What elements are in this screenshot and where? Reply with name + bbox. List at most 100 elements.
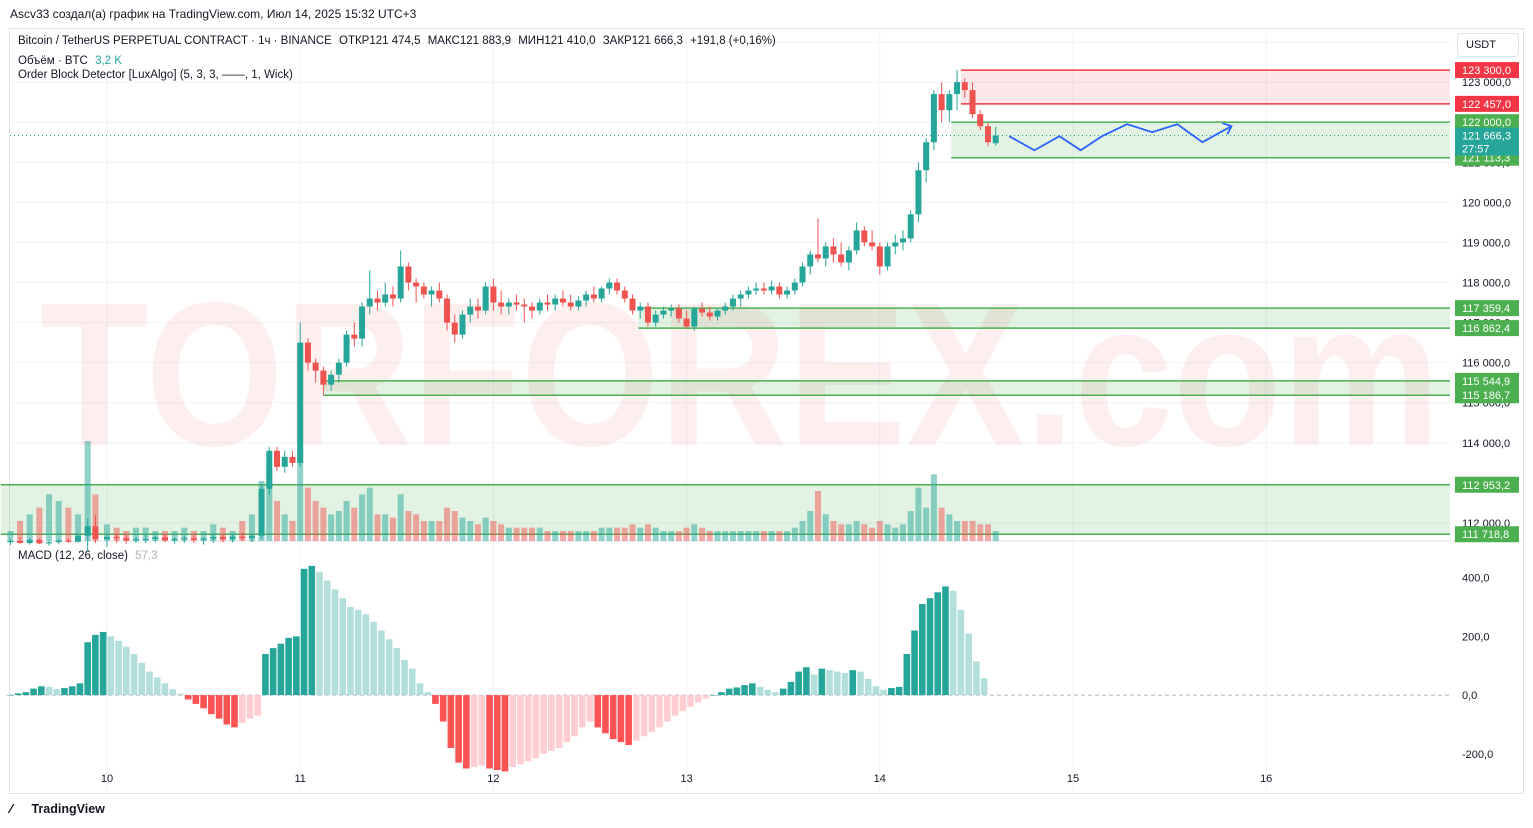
candle-body bbox=[629, 298, 636, 311]
volume-bar bbox=[239, 521, 246, 541]
volume-bar bbox=[899, 524, 906, 541]
macd-label[interactable]: MACD (12, 26, close) bbox=[18, 550, 128, 562]
currency-unit-selector[interactable]: USDT bbox=[1457, 33, 1519, 57]
tradingview-logo[interactable]: ⁄⁄ TradingView bbox=[10, 802, 105, 816]
macd-histogram-bar bbox=[702, 695, 710, 699]
volume-bar bbox=[907, 511, 914, 541]
candle-body bbox=[405, 266, 412, 283]
price-level-label: 121 113,3 bbox=[1462, 153, 1510, 165]
volume-bar bbox=[675, 531, 682, 541]
candle-body bbox=[132, 539, 139, 541]
volume-bar bbox=[845, 524, 852, 541]
volume-bar bbox=[699, 527, 706, 541]
volume-legend: Объём · BTC 3,2 K bbox=[18, 55, 126, 67]
volume-bar bbox=[753, 531, 760, 541]
legend-change: +191,8 (+0,16%) bbox=[690, 35, 776, 47]
macd-value: 57,3 bbox=[135, 550, 158, 562]
candle-body bbox=[729, 298, 736, 307]
price-tick-label: 116 000,0 bbox=[1462, 358, 1510, 370]
macd-histogram-bar bbox=[895, 686, 903, 696]
volume-bar bbox=[961, 521, 968, 541]
volume-bar bbox=[142, 527, 149, 541]
macd-histogram-bar bbox=[903, 653, 911, 696]
candle-body bbox=[142, 538, 149, 540]
candle-body bbox=[861, 230, 868, 243]
time-tick-label: 15 bbox=[1067, 773, 1079, 785]
candle-body bbox=[606, 282, 613, 289]
macd-histogram-bar bbox=[640, 695, 648, 737]
macd-histogram-bar bbox=[38, 686, 45, 696]
candle-body bbox=[977, 114, 984, 127]
volume-bar bbox=[84, 441, 91, 541]
price-level-badge bbox=[1455, 476, 1519, 493]
candle-body bbox=[320, 370, 327, 385]
macd-histogram-bar bbox=[269, 648, 277, 696]
candle-body bbox=[459, 314, 466, 335]
bar-countdown-label: 27:57 bbox=[1462, 144, 1490, 156]
candle-body bbox=[838, 254, 845, 263]
volume-bar bbox=[274, 501, 281, 541]
volume-bar bbox=[297, 447, 304, 541]
legend-symbol[interactable]: Bitcoin / TetherUS PERPETUAL CONTRACT · … bbox=[18, 35, 332, 47]
legend-high: МАКС121 883,9 bbox=[427, 35, 512, 47]
candle-body bbox=[745, 290, 752, 295]
macd-histogram-bar bbox=[208, 695, 215, 715]
macd-histogram-bar bbox=[262, 653, 269, 696]
macd-histogram-bar bbox=[130, 653, 138, 696]
candle-body bbox=[892, 242, 899, 247]
volume-bar bbox=[498, 524, 505, 541]
volume-bar bbox=[683, 527, 690, 541]
macd-histogram-bar bbox=[424, 692, 432, 696]
macd-histogram-bar bbox=[300, 568, 308, 696]
macd-histogram-bar bbox=[463, 695, 470, 769]
candle-body bbox=[219, 536, 226, 539]
chart-caption: Ascv33 создал(а) график на TradingView.c… bbox=[10, 7, 417, 21]
candle-body bbox=[123, 538, 130, 541]
volume-bar bbox=[853, 521, 860, 541]
macd-histogram-bar bbox=[192, 695, 200, 704]
volume-bar bbox=[884, 524, 891, 541]
macd-histogram-bar bbox=[408, 668, 416, 696]
macd-histogram-bar bbox=[671, 695, 679, 716]
candle-body bbox=[274, 450, 281, 467]
macd-histogram-bar bbox=[238, 695, 246, 723]
price-level-label: 122 457,0 bbox=[1462, 99, 1511, 111]
volume-label[interactable]: Объём · BTC bbox=[18, 55, 88, 67]
volume-bar bbox=[343, 501, 350, 541]
macd-histogram-bar bbox=[710, 695, 717, 696]
candle-body bbox=[923, 142, 930, 171]
macd-histogram-bar bbox=[919, 604, 926, 696]
candle-body bbox=[992, 135, 999, 144]
volume-bar bbox=[938, 507, 945, 541]
price-level-label: 115 186,7 bbox=[1462, 390, 1510, 402]
macd-histogram-bar bbox=[625, 695, 632, 746]
order-block-zone bbox=[960, 70, 1450, 104]
legend-close: ЗАКР121 666,3 bbox=[602, 35, 683, 47]
volume-bar bbox=[652, 527, 659, 541]
volume-bar bbox=[210, 524, 217, 541]
volume-bar bbox=[660, 531, 667, 541]
price-level-badge bbox=[1455, 62, 1519, 79]
macd-histogram-bar bbox=[957, 609, 965, 696]
macd-histogram-bar bbox=[285, 637, 292, 696]
candle-body bbox=[297, 342, 304, 463]
candle-body bbox=[444, 298, 451, 323]
candle-body bbox=[335, 362, 342, 375]
macd-histogram-bar bbox=[393, 648, 401, 696]
macd-histogram-bar bbox=[888, 688, 895, 696]
macd-histogram-bar bbox=[602, 695, 609, 734]
volume-bar bbox=[26, 514, 33, 541]
indicator-label[interactable]: Order Block Detector [LuxAlgo] (5, 3, 3,… bbox=[18, 69, 293, 81]
price-level-badge bbox=[1455, 300, 1519, 317]
candle-body bbox=[210, 536, 217, 539]
candle-body bbox=[46, 542, 53, 544]
candle-body bbox=[521, 304, 528, 307]
volume-bar bbox=[552, 531, 559, 541]
macd-histogram-bar bbox=[617, 695, 625, 743]
macd-histogram-bar bbox=[184, 695, 192, 700]
macd-histogram-bar bbox=[14, 693, 22, 696]
macd-histogram-bar bbox=[455, 695, 462, 763]
candle-body bbox=[397, 266, 404, 299]
macd-histogram-bar bbox=[818, 668, 826, 696]
